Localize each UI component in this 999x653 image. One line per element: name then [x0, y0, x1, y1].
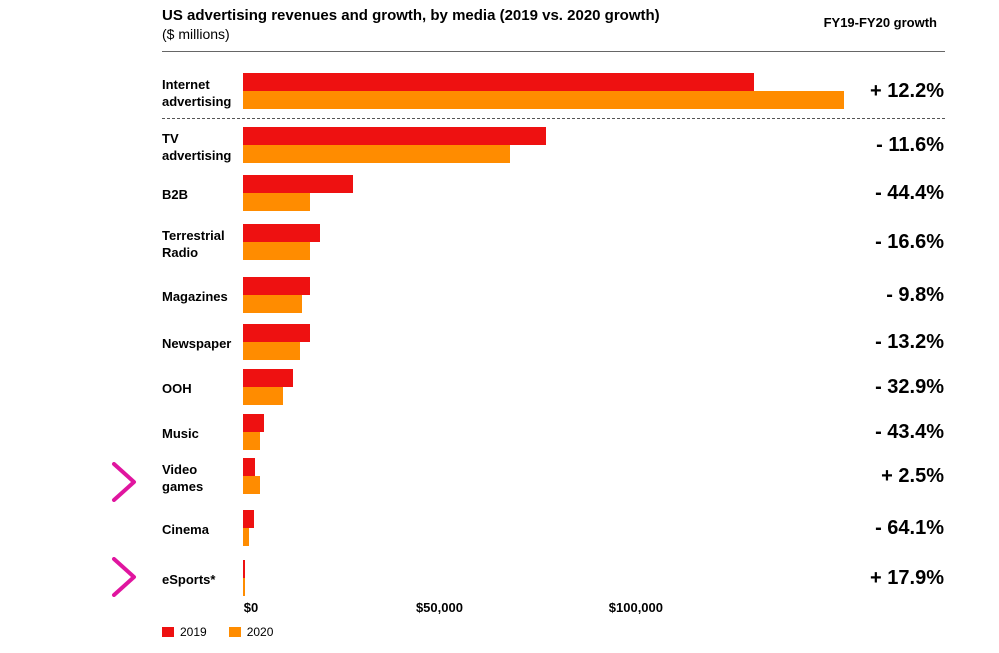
- bar-2019: [243, 510, 254, 528]
- growth-value: - 13.2%: [875, 331, 944, 353]
- x-tick-label: $100,000: [608, 600, 664, 615]
- category-label: Terrestrial Radio: [162, 228, 225, 260]
- arrow-video-games-icon: [48, 462, 136, 502]
- legend-swatch-2020: [228, 627, 241, 637]
- bar-2020: [243, 91, 845, 109]
- legend-label-2019: 2019: [180, 625, 207, 639]
- bar-2019: [243, 277, 310, 295]
- dashed-separator: [162, 118, 945, 119]
- category-label: Video games: [162, 462, 204, 494]
- bar-2020: [243, 578, 246, 596]
- growth-value: + 12.2%: [870, 80, 944, 102]
- bar-2019: [243, 458, 255, 476]
- bar-2019: [243, 127, 546, 145]
- legend-item-2019: 2019: [162, 625, 207, 639]
- bar-2020: [243, 145, 511, 163]
- bar-2020: [243, 528, 249, 546]
- growth-value: - 11.6%: [876, 134, 944, 156]
- category-label: B2B: [162, 187, 189, 202]
- bar-2020: [243, 476, 261, 494]
- bar-2020: [243, 342, 300, 360]
- growth-value: - 16.6%: [875, 231, 944, 253]
- growth-value: - 32.9%: [875, 376, 944, 398]
- bar-2019: [243, 560, 245, 578]
- growth-value: + 17.9%: [870, 567, 944, 589]
- category-label: Cinema: [162, 522, 209, 537]
- bar-2019: [243, 414, 265, 432]
- category-label: Magazines: [162, 289, 228, 304]
- category-label: eSports*: [162, 572, 216, 587]
- bar-2020: [243, 295, 302, 313]
- bar-2020: [243, 193, 310, 211]
- growth-value: - 44.4%: [875, 182, 944, 204]
- bar-2020: [243, 432, 261, 450]
- bar-2020: [243, 387, 284, 405]
- category-label: OOH: [162, 381, 192, 396]
- legend-item-2020: 2020: [228, 625, 274, 639]
- growth-value: - 43.4%: [875, 421, 944, 443]
- category-label: Newspaper: [162, 336, 232, 351]
- category-label: TV advertising: [162, 131, 232, 163]
- bar-2020: [243, 242, 310, 260]
- growth-value: - 9.8%: [886, 284, 944, 306]
- growth-value: - 64.1%: [875, 517, 944, 539]
- arrow-esports-icon: [48, 557, 136, 597]
- chart-subtitle: ($ millions): [162, 26, 230, 42]
- x-tick-label: $50,000: [415, 600, 463, 615]
- bar-2019: [243, 324, 310, 342]
- growth-column-header: FY19-FY20 growth: [823, 15, 937, 30]
- header-rule: [162, 51, 945, 52]
- legend-swatch-2019: [162, 627, 174, 637]
- legend: 2019 2020: [162, 625, 273, 639]
- x-tick-label: $0: [243, 600, 259, 615]
- category-label: Internet advertising: [162, 77, 232, 109]
- bar-2019: [243, 73, 754, 91]
- chart-title: US advertising revenues and growth, by m…: [162, 7, 660, 24]
- bar-2019: [243, 369, 293, 387]
- legend-label-2020: 2020: [246, 625, 274, 639]
- growth-value: + 2.5%: [881, 465, 944, 487]
- bar-2019: [243, 224, 320, 242]
- category-label: Music: [162, 426, 199, 441]
- bar-2019: [243, 175, 353, 193]
